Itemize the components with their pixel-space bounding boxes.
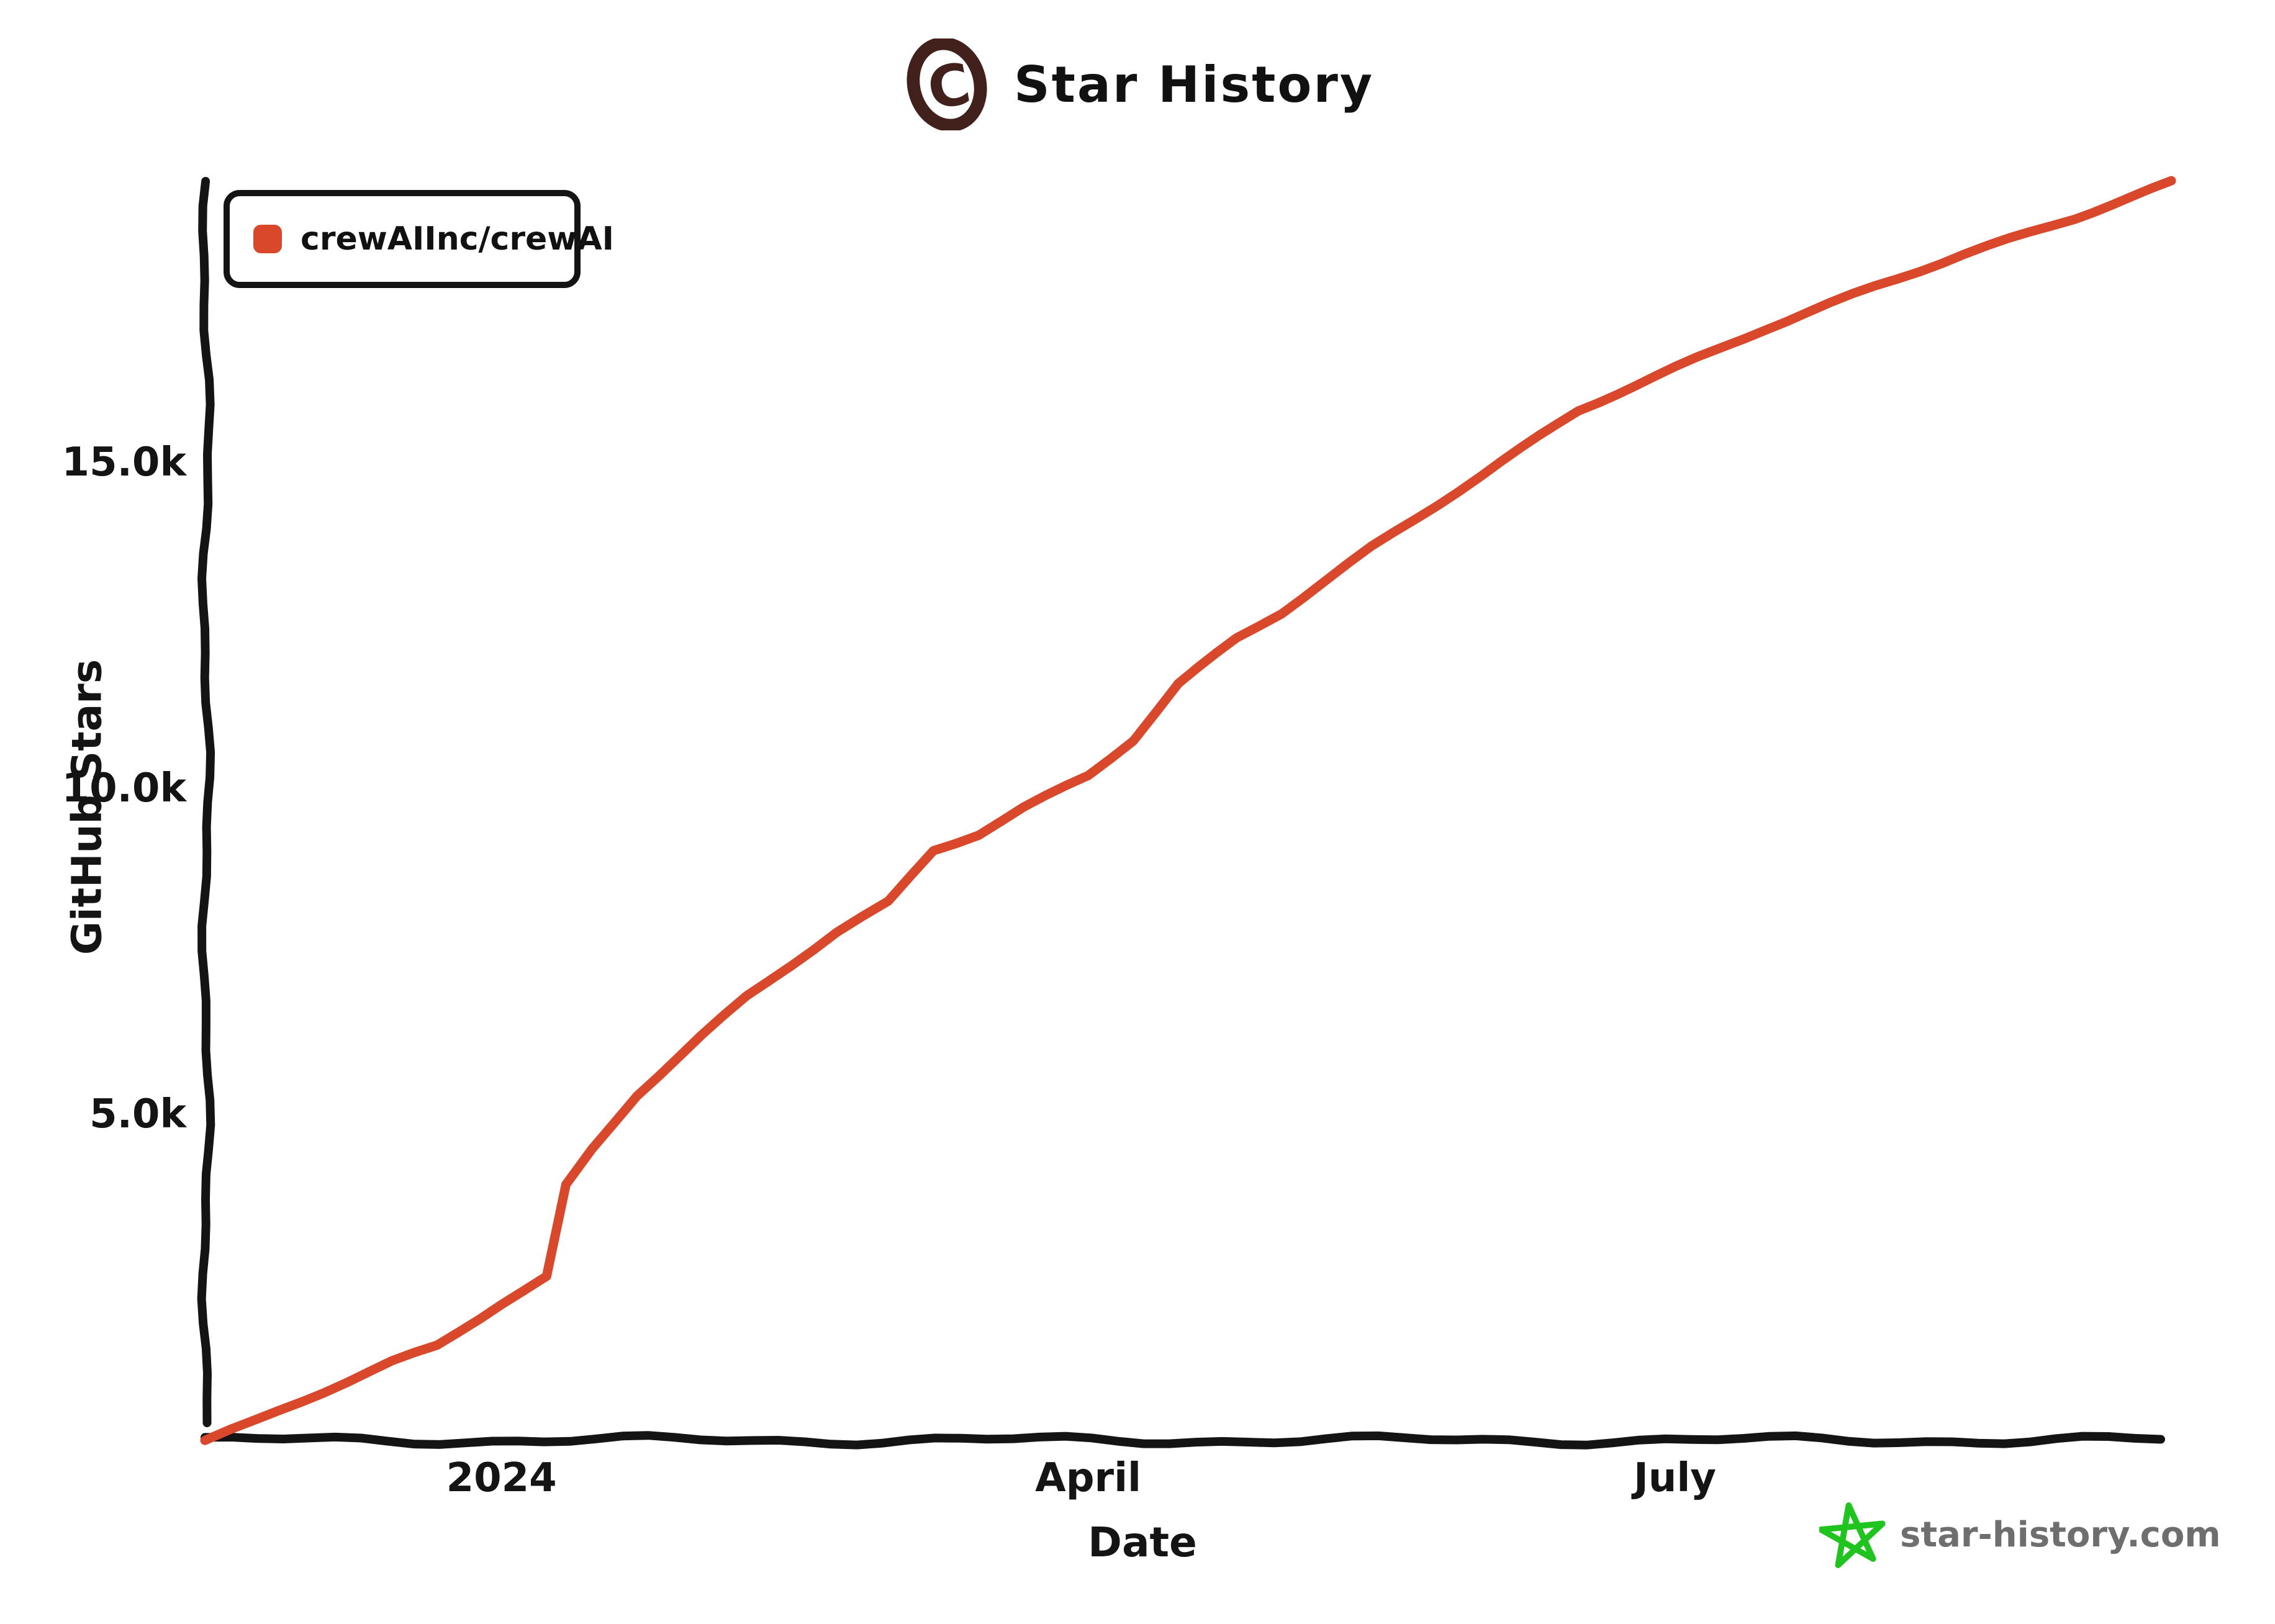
page-title: Star History <box>1014 55 1374 114</box>
star-history-logo-icon: C <box>907 38 987 130</box>
series-line-crewai[interactable] <box>200 176 2176 1445</box>
green-star-icon <box>1819 1502 1886 1568</box>
legend-label-crewai: crewAIInc/crewAI <box>301 220 614 258</box>
x-tick-label: 2024 <box>446 1455 557 1501</box>
watermark-link[interactable]: star-history.com <box>1819 1501 2221 1568</box>
legend-swatch-crewai <box>253 225 282 253</box>
y-tick-label: 10.0k <box>61 765 186 811</box>
watermark-text: star-history.com <box>1900 1514 2221 1555</box>
x-tick-label: July <box>1633 1455 1716 1501</box>
x-axis-line <box>201 1431 2165 1450</box>
y-axis-line <box>197 177 215 1427</box>
y-tick-label: 5.0k <box>89 1091 186 1137</box>
x-axis-title: Date <box>1088 1518 1197 1566</box>
y-tick-label: 15.0k <box>61 440 186 485</box>
x-tick-label: April <box>1035 1455 1141 1501</box>
legend[interactable]: crewAIInc/crewAI <box>224 190 614 288</box>
chart-title-row: C Star History <box>0 38 2275 130</box>
